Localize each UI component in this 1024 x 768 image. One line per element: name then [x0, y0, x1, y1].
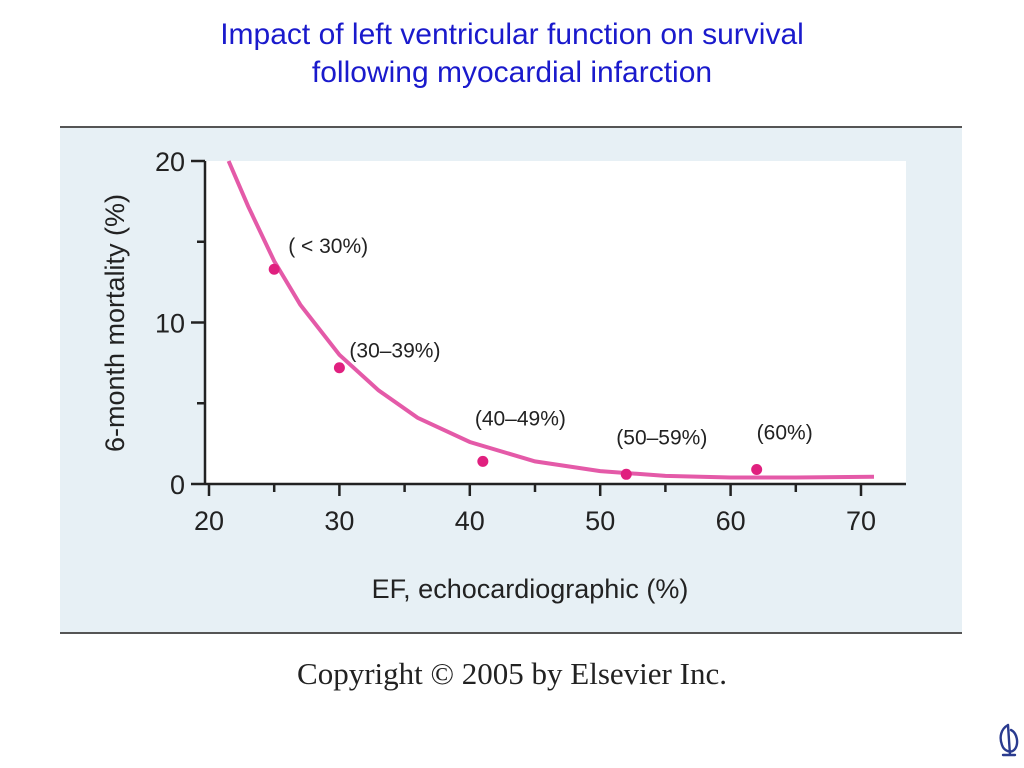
x-tick-label: 40 [455, 506, 485, 536]
data-point-label: (50–59%) [616, 426, 707, 449]
x-tick-label: 20 [194, 506, 224, 536]
slide-title-line-1: Impact of left ventricular function on s… [220, 18, 804, 51]
x-axis-title: EF, echocardiographic (%) [372, 574, 689, 604]
data-point [333, 362, 345, 374]
data-point [751, 463, 763, 475]
x-tick-label: 50 [585, 506, 615, 536]
data-point [268, 263, 280, 275]
x-tick-label: 70 [846, 506, 876, 536]
elsevier-tree-icon [999, 723, 1019, 757]
y-tick-label: 0 [170, 470, 185, 500]
plot-area [205, 161, 906, 484]
copyright-notice: Copyright © 2005 by Elsevier Inc. [297, 656, 727, 691]
x-tick-label: 60 [716, 506, 746, 536]
data-point-label: ( < 30%) [288, 235, 368, 258]
slide-title-line-2: following myocardial infarction [311, 56, 713, 89]
data-point [620, 468, 632, 480]
mortality-chart: ( < 30%) (30–39%) (40–49%) (50–59%) (60%) 20… [100, 147, 906, 604]
y-axis-title: 6-month mortality (%) [100, 194, 130, 452]
data-point-label: (40–49%) [475, 407, 566, 430]
y-tick-label: 20 [155, 147, 185, 177]
y-tick-label: 10 [155, 309, 185, 339]
x-tick-label: 30 [324, 506, 354, 536]
data-point [477, 455, 489, 467]
figure-panel: ( < 30%) (30–39%) (40–49%) (50–59%) (60%) 20… [60, 126, 1019, 757]
data-point-label: (60%) [757, 421, 813, 444]
slide-title: Impact of left ventricular function on s… [0, 16, 1024, 92]
data-point-label: (30–39%) [349, 340, 440, 363]
